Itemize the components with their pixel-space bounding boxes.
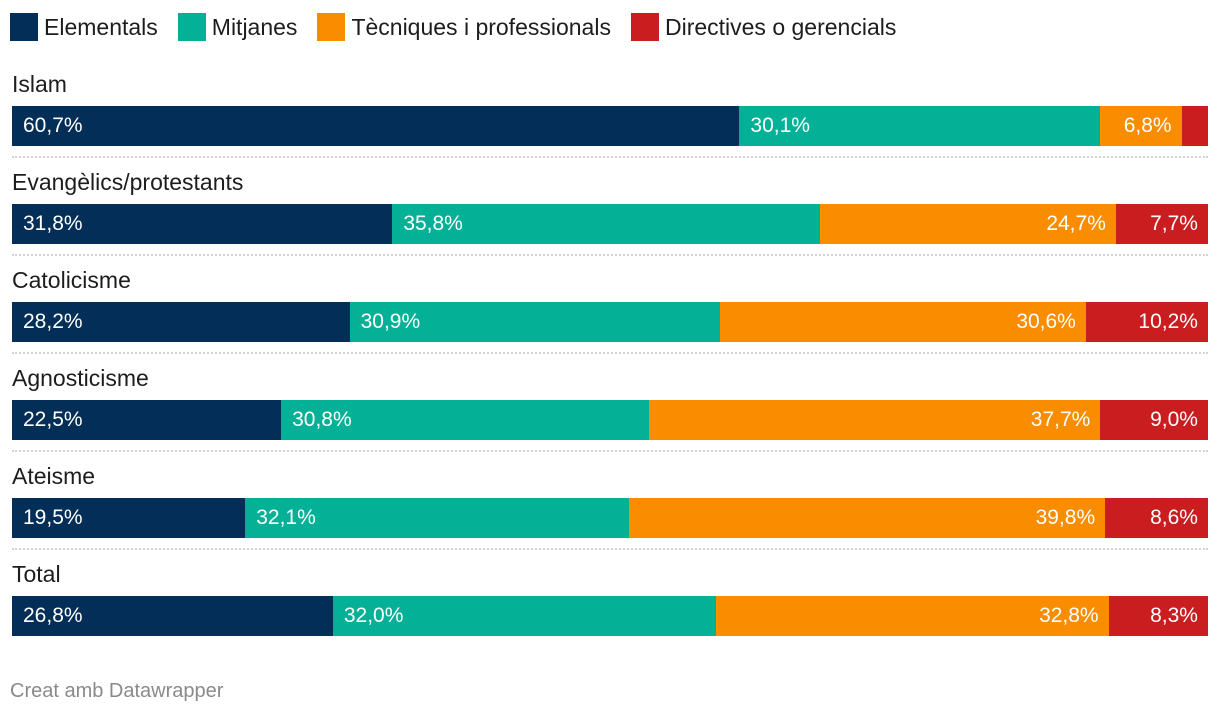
bar-segment-elementals: 19,5% (12, 498, 246, 538)
legend-swatch-directives-o-gerencials (630, 13, 659, 41)
bar-segment-elementals: 22,5% (12, 400, 282, 440)
category-label-agnosticisme: Agnosticisme (12, 365, 149, 391)
data-label: 26,8% (23, 604, 83, 627)
legend-label-mitjanes: Mitjanes (211, 14, 298, 40)
data-label: 7,7% (1150, 212, 1198, 235)
stacked-bar-chart: Islam 60,7% 30,1% 6,8% Evangèlics/protestant… (12, 68, 1208, 656)
bar-row-islam: Islam 60,7% 30,1% 6,8% (12, 68, 1208, 166)
legend-swatch-elementals (10, 13, 38, 41)
bar-segment-tecniques-i-professionals: 37,7% (649, 400, 1101, 440)
stacked-bar-total: 26,8% 32,0% 32,8% 8,3% (12, 596, 1208, 636)
bar-segment-directives-o-gerencials (1181, 106, 1208, 146)
bar-segment-mitjanes: 32,0% (332, 596, 716, 636)
data-label: 24,7% (1046, 212, 1106, 235)
legend-item-mitjanes: Mitjanes (177, 12, 298, 42)
data-label: 32,0% (343, 604, 404, 627)
data-label: 9,0% (1150, 408, 1198, 431)
bar-row-total: Total 26,8% 32,0% 32,8% 8,3% (12, 558, 1208, 656)
bar-segment-elementals: 28,2% (12, 302, 350, 342)
data-label: 8,6% (1150, 506, 1198, 529)
row-separator (12, 254, 1208, 256)
legend-label-elementals: Elementals (44, 14, 158, 40)
stacked-bar-ateisme: 19,5% 32,1% 39,8% 8,6% (12, 498, 1208, 538)
data-label: 6,8% (1123, 114, 1172, 137)
datawrapper-credit: Creat amb Datawrapper (10, 680, 224, 702)
bar-segment-directives-o-gerencials: 7,7% (1115, 204, 1208, 244)
legend-label-tecniques-i-professionals: Tècniques i professionals (351, 14, 611, 40)
category-label-catolicisme: Catolicisme (12, 267, 131, 293)
chart-legend: Elementals Mitjanes Tècniques i profession… (10, 12, 916, 42)
bar-segment-directives-o-gerencials: 8,6% (1105, 498, 1208, 538)
bar-row-ateisme: Ateisme 19,5% 32,1% 39,8% 8,6% (12, 460, 1208, 558)
legend-label-directives-o-gerencials: Directives o gerencials (664, 14, 897, 40)
bar-segment-tecniques-i-professionals: 32,8% (715, 596, 1109, 636)
category-label-ateisme: Ateisme (12, 463, 96, 489)
bar-segment-tecniques-i-professionals: 30,6% (719, 302, 1086, 342)
data-label: 10,2% (1138, 310, 1198, 333)
data-label: 35,8% (403, 212, 463, 235)
bar-segment-directives-o-gerencials: 9,0% (1100, 400, 1208, 440)
data-label: 30,1% (750, 114, 810, 137)
bar-segment-elementals: 60,7% (12, 106, 740, 146)
bar-row-catolicisme: Catolicisme 28,2% 30,9% 30,6% 10,2% (12, 264, 1208, 362)
bar-segment-directives-o-gerencials: 8,3% (1108, 596, 1208, 636)
data-label: 30,9% (360, 310, 421, 333)
bar-segment-directives-o-gerencials: 10,2% (1085, 302, 1208, 342)
stacked-bar-islam: 60,7% 30,1% 6,8% (12, 106, 1208, 146)
data-label: 30,8% (292, 408, 352, 431)
data-label: 31,8% (23, 212, 83, 235)
data-label: 28,2% (23, 310, 83, 333)
bar-segment-tecniques-i-professionals: 6,8% (1100, 106, 1182, 146)
legend-item-directives-o-gerencials: Directives o gerencials (630, 12, 897, 42)
bar-segment-mitjanes: 30,1% (739, 106, 1101, 146)
stacked-bar-evangelics-protestants: 31,8% 35,8% 24,7% 7,7% (12, 204, 1208, 244)
bar-segment-elementals: 26,8% (12, 596, 333, 636)
bar-segment-mitjanes: 30,9% (349, 302, 720, 342)
legend-swatch-mitjanes (177, 13, 206, 41)
data-label: 8,3% (1150, 604, 1198, 627)
row-separator (12, 156, 1208, 158)
bar-segment-tecniques-i-professionals: 24,7% (820, 204, 1116, 244)
data-label: 39,8% (1035, 506, 1096, 529)
category-label-total: Total (12, 561, 61, 587)
stacked-bar-catolicisme: 28,2% 30,9% 30,6% 10,2% (12, 302, 1208, 342)
row-separator (12, 352, 1208, 354)
bar-segment-mitjanes: 30,8% (281, 400, 650, 440)
stacked-bar-agnosticisme: 22,5% 30,8% 37,7% 9,0% (12, 400, 1208, 440)
data-label: 32,1% (256, 506, 316, 529)
data-label: 32,8% (1039, 604, 1099, 627)
bar-segment-mitjanes: 32,1% (245, 498, 630, 538)
legend-item-tecniques-i-professionals: Tècniques i professionals (317, 12, 611, 42)
row-separator (12, 450, 1208, 452)
bar-segment-tecniques-i-professionals: 39,8% (629, 498, 1106, 538)
data-label: 22,5% (23, 408, 83, 431)
data-label: 37,7% (1030, 408, 1091, 431)
data-label: 30,6% (1016, 310, 1076, 333)
data-label: 60,7% (23, 114, 83, 137)
row-separator (12, 548, 1208, 550)
category-label-islam: Islam (12, 71, 67, 97)
bar-row-evangelics-protestants: Evangèlics/protestants 31,8% 35,8% 24,7% 7,7… (12, 166, 1208, 264)
bar-segment-mitjanes: 35,8% (392, 204, 821, 244)
category-label-evangelics-protestants: Evangèlics/protestants (12, 169, 244, 195)
bar-segment-elementals: 31,8% (12, 204, 393, 244)
bar-row-agnosticisme: Agnosticisme 22,5% 30,8% 37,7% 9,0% (12, 362, 1208, 460)
legend-item-elementals: Elementals (10, 12, 158, 42)
legend-swatch-tecniques-i-professionals (317, 13, 346, 41)
data-label: 19,5% (23, 506, 83, 529)
